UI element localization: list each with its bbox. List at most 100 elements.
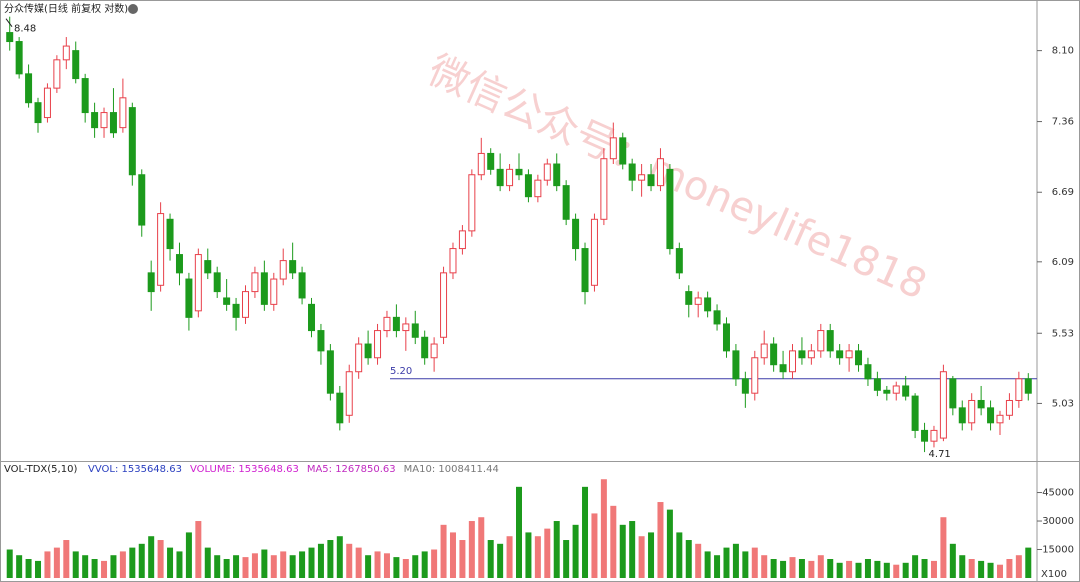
candle-body	[383, 316, 391, 332]
volume-bar	[1015, 555, 1022, 578]
volume-bar	[600, 479, 607, 578]
volume-bar	[648, 532, 655, 578]
candle-body	[524, 174, 532, 198]
candle-body	[996, 414, 1004, 424]
y-tick-label: 6.09	[1052, 257, 1074, 268]
candle-body	[355, 343, 363, 373]
candle-body	[836, 350, 844, 359]
volume-bar	[798, 559, 805, 578]
candle-body	[336, 392, 344, 424]
candle-body	[317, 330, 325, 352]
candle-body	[675, 248, 683, 274]
candle-body	[779, 364, 787, 373]
candle-body	[15, 41, 23, 75]
candle-body	[741, 378, 749, 394]
candle-body	[600, 158, 608, 220]
volume-bar	[676, 532, 683, 578]
volume-bar	[751, 547, 758, 578]
candle-body	[204, 260, 212, 274]
candle-body	[590, 218, 598, 286]
volume-bar	[223, 559, 230, 578]
volume-bar	[591, 513, 598, 578]
volume-bar	[336, 536, 343, 578]
candle-body	[1024, 378, 1032, 394]
volume-bar	[468, 521, 475, 578]
volume-bar	[63, 540, 70, 578]
candle-body	[638, 174, 646, 181]
volume-bar	[176, 551, 183, 578]
candle-body	[440, 272, 448, 338]
candle-body	[166, 218, 174, 250]
candle-body	[628, 163, 636, 181]
candle-body	[949, 378, 957, 409]
volume-bar	[119, 551, 126, 578]
candle-body	[656, 158, 664, 187]
volume-bar	[893, 564, 900, 578]
candle-body	[128, 107, 136, 176]
volume-bar	[317, 543, 324, 578]
candle-body	[298, 272, 306, 299]
volume-bar	[544, 528, 551, 578]
candle-body	[694, 297, 702, 305]
candle-body	[553, 163, 561, 187]
indicator-label: MA5: 1267850.63	[307, 464, 396, 475]
candle-body	[43, 87, 51, 119]
candle-body	[223, 297, 231, 305]
y-tick-label: 8.10	[1052, 46, 1074, 57]
unit-label: X100	[1041, 569, 1067, 580]
candle-body	[53, 59, 61, 89]
volume-bar	[638, 536, 645, 578]
volume-bar	[365, 555, 372, 578]
volume-bar	[487, 540, 494, 578]
volume-bar	[846, 560, 853, 578]
volume-bar	[836, 562, 843, 578]
candle-body	[751, 357, 759, 394]
volume-title: VOL-TDX(5,10)	[4, 464, 77, 475]
menu-icon[interactable]	[128, 4, 138, 14]
volume-bar	[864, 559, 871, 578]
candle-body	[364, 343, 372, 359]
candle-body	[798, 350, 806, 359]
volume-bar	[940, 517, 947, 578]
volume-bar	[167, 547, 174, 578]
volume-bar	[440, 524, 447, 578]
candle-body	[411, 323, 419, 338]
volume-bar	[883, 562, 890, 578]
volume-bar	[402, 559, 409, 578]
indicator-label: VVOL: 1535648.63	[88, 464, 182, 475]
y-tick-label: 5.03	[1052, 398, 1074, 409]
candle-body	[289, 260, 297, 274]
volume-bar	[261, 549, 268, 578]
candle-body	[468, 174, 476, 232]
volume-bar	[185, 532, 192, 578]
volume-bar	[327, 540, 334, 578]
candle-body	[685, 291, 693, 305]
candle-body	[789, 350, 797, 373]
y-tick-label: 15000	[1042, 545, 1074, 556]
indicator-label: MA10: 1008411.44	[404, 464, 499, 475]
candle-body	[581, 248, 589, 293]
volume-bar	[780, 560, 787, 578]
candle-body	[62, 45, 70, 61]
candle-body	[194, 254, 202, 312]
volume-bar	[789, 557, 796, 578]
volume-bar	[6, 549, 13, 578]
volume-bar	[582, 486, 589, 578]
volume-bar	[148, 536, 155, 578]
candle-body	[939, 371, 947, 439]
volume-bar	[72, 551, 79, 578]
volume-bar	[233, 555, 240, 578]
volume-bar	[516, 486, 522, 578]
candle-body	[760, 343, 768, 359]
candle-body	[25, 73, 33, 104]
candle-body	[704, 297, 712, 312]
volume-bar	[214, 555, 221, 578]
volume-bar	[421, 551, 428, 578]
volume-bar	[459, 540, 466, 578]
volume-bar	[270, 555, 277, 578]
volume-bar	[449, 532, 456, 578]
volume-bar	[101, 560, 108, 578]
high-pointer	[5, 18, 13, 27]
volume-bar	[732, 543, 739, 578]
